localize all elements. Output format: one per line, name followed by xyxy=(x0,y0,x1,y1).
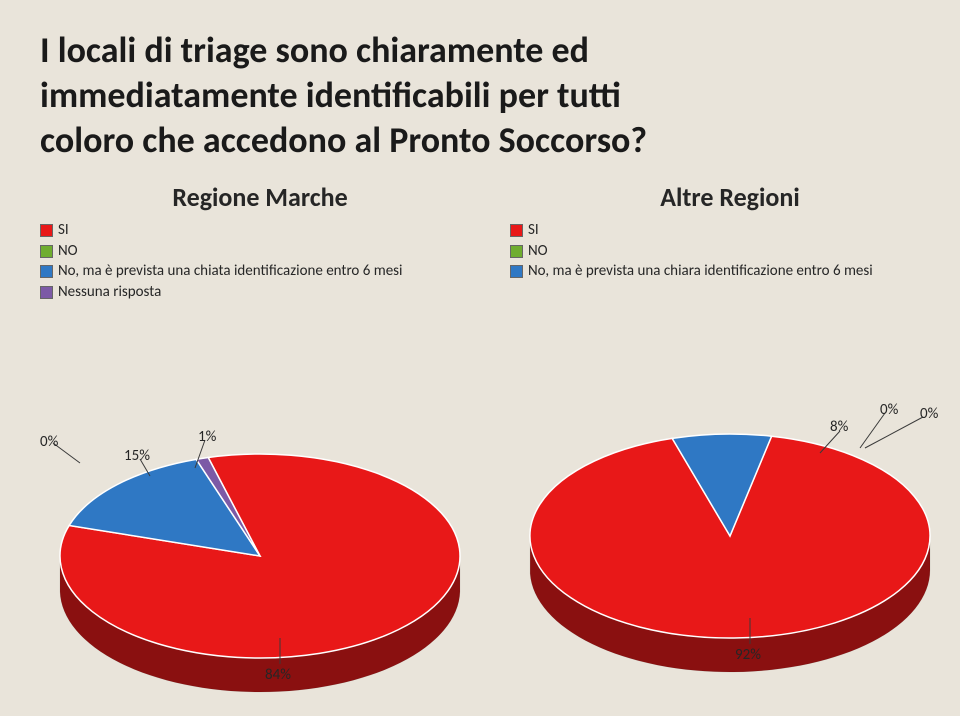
legend-item: NO xyxy=(40,242,480,262)
legend-label: SI xyxy=(58,221,69,241)
chart-right: Altre Regioni SINONo, ma è prevista una … xyxy=(510,181,950,698)
legend-swatch xyxy=(510,224,523,237)
datalabel: 1% xyxy=(198,428,216,446)
chart-left: Regione Marche SINONo, ma è prevista una… xyxy=(40,181,480,698)
legend-label: SI xyxy=(528,221,539,241)
chart-right-subtitle: Altre Regioni xyxy=(510,181,950,213)
legend-swatch xyxy=(510,245,523,258)
legend-label: NO xyxy=(58,242,78,262)
legend-item: SI xyxy=(40,221,480,241)
legend-item: NO xyxy=(510,242,950,262)
datalabel: 0% xyxy=(920,405,938,423)
title-line-2: immediatamente identificabili per tutti xyxy=(40,73,621,117)
chart-right-legend: SINONo, ma è prevista una chiara identif… xyxy=(510,221,950,282)
chart-left-legend: SINONo, ma è prevista una chiata identif… xyxy=(40,221,480,302)
legend-label: NO xyxy=(528,242,548,262)
legend-item: No, ma è prevista una chiara identificaz… xyxy=(510,262,950,282)
legend-swatch xyxy=(40,245,53,258)
legend-label: No, ma è prevista una chiara identificaz… xyxy=(528,262,873,282)
charts-row: Regione Marche SINONo, ma è prevista una… xyxy=(40,181,920,698)
legend-swatch xyxy=(40,224,53,237)
title-line-3: coloro che accedono al Pronto Soccorso? xyxy=(40,118,647,162)
legend-item: No, ma è prevista una chiata identificaz… xyxy=(40,262,480,282)
page-title: I locali di triage sono chiaramente ed i… xyxy=(40,28,920,163)
legend-swatch xyxy=(40,265,53,278)
datalabel: 84% xyxy=(265,666,291,684)
datalabel: 8% xyxy=(830,418,848,436)
datalabel: 0% xyxy=(880,401,898,419)
title-line-1: I locali di triage sono chiaramente ed xyxy=(40,28,589,72)
chart-left-pie: 0% 15% 1% 84% xyxy=(40,308,480,698)
datalabel: 0% xyxy=(40,433,58,451)
legend-label: Nessuna risposta xyxy=(58,283,161,303)
legend-item: Nessuna risposta xyxy=(40,283,480,303)
datalabel: 92% xyxy=(735,646,761,664)
legend-label: No, ma è prevista una chiata identificaz… xyxy=(58,262,402,282)
legend-swatch xyxy=(40,286,53,299)
datalabel: 15% xyxy=(124,447,150,465)
chart-left-subtitle: Regione Marche xyxy=(40,181,480,213)
legend-item: SI xyxy=(510,221,950,241)
chart-right-pie: 8% 0% 0% 92% xyxy=(510,288,950,678)
legend-swatch xyxy=(510,265,523,278)
